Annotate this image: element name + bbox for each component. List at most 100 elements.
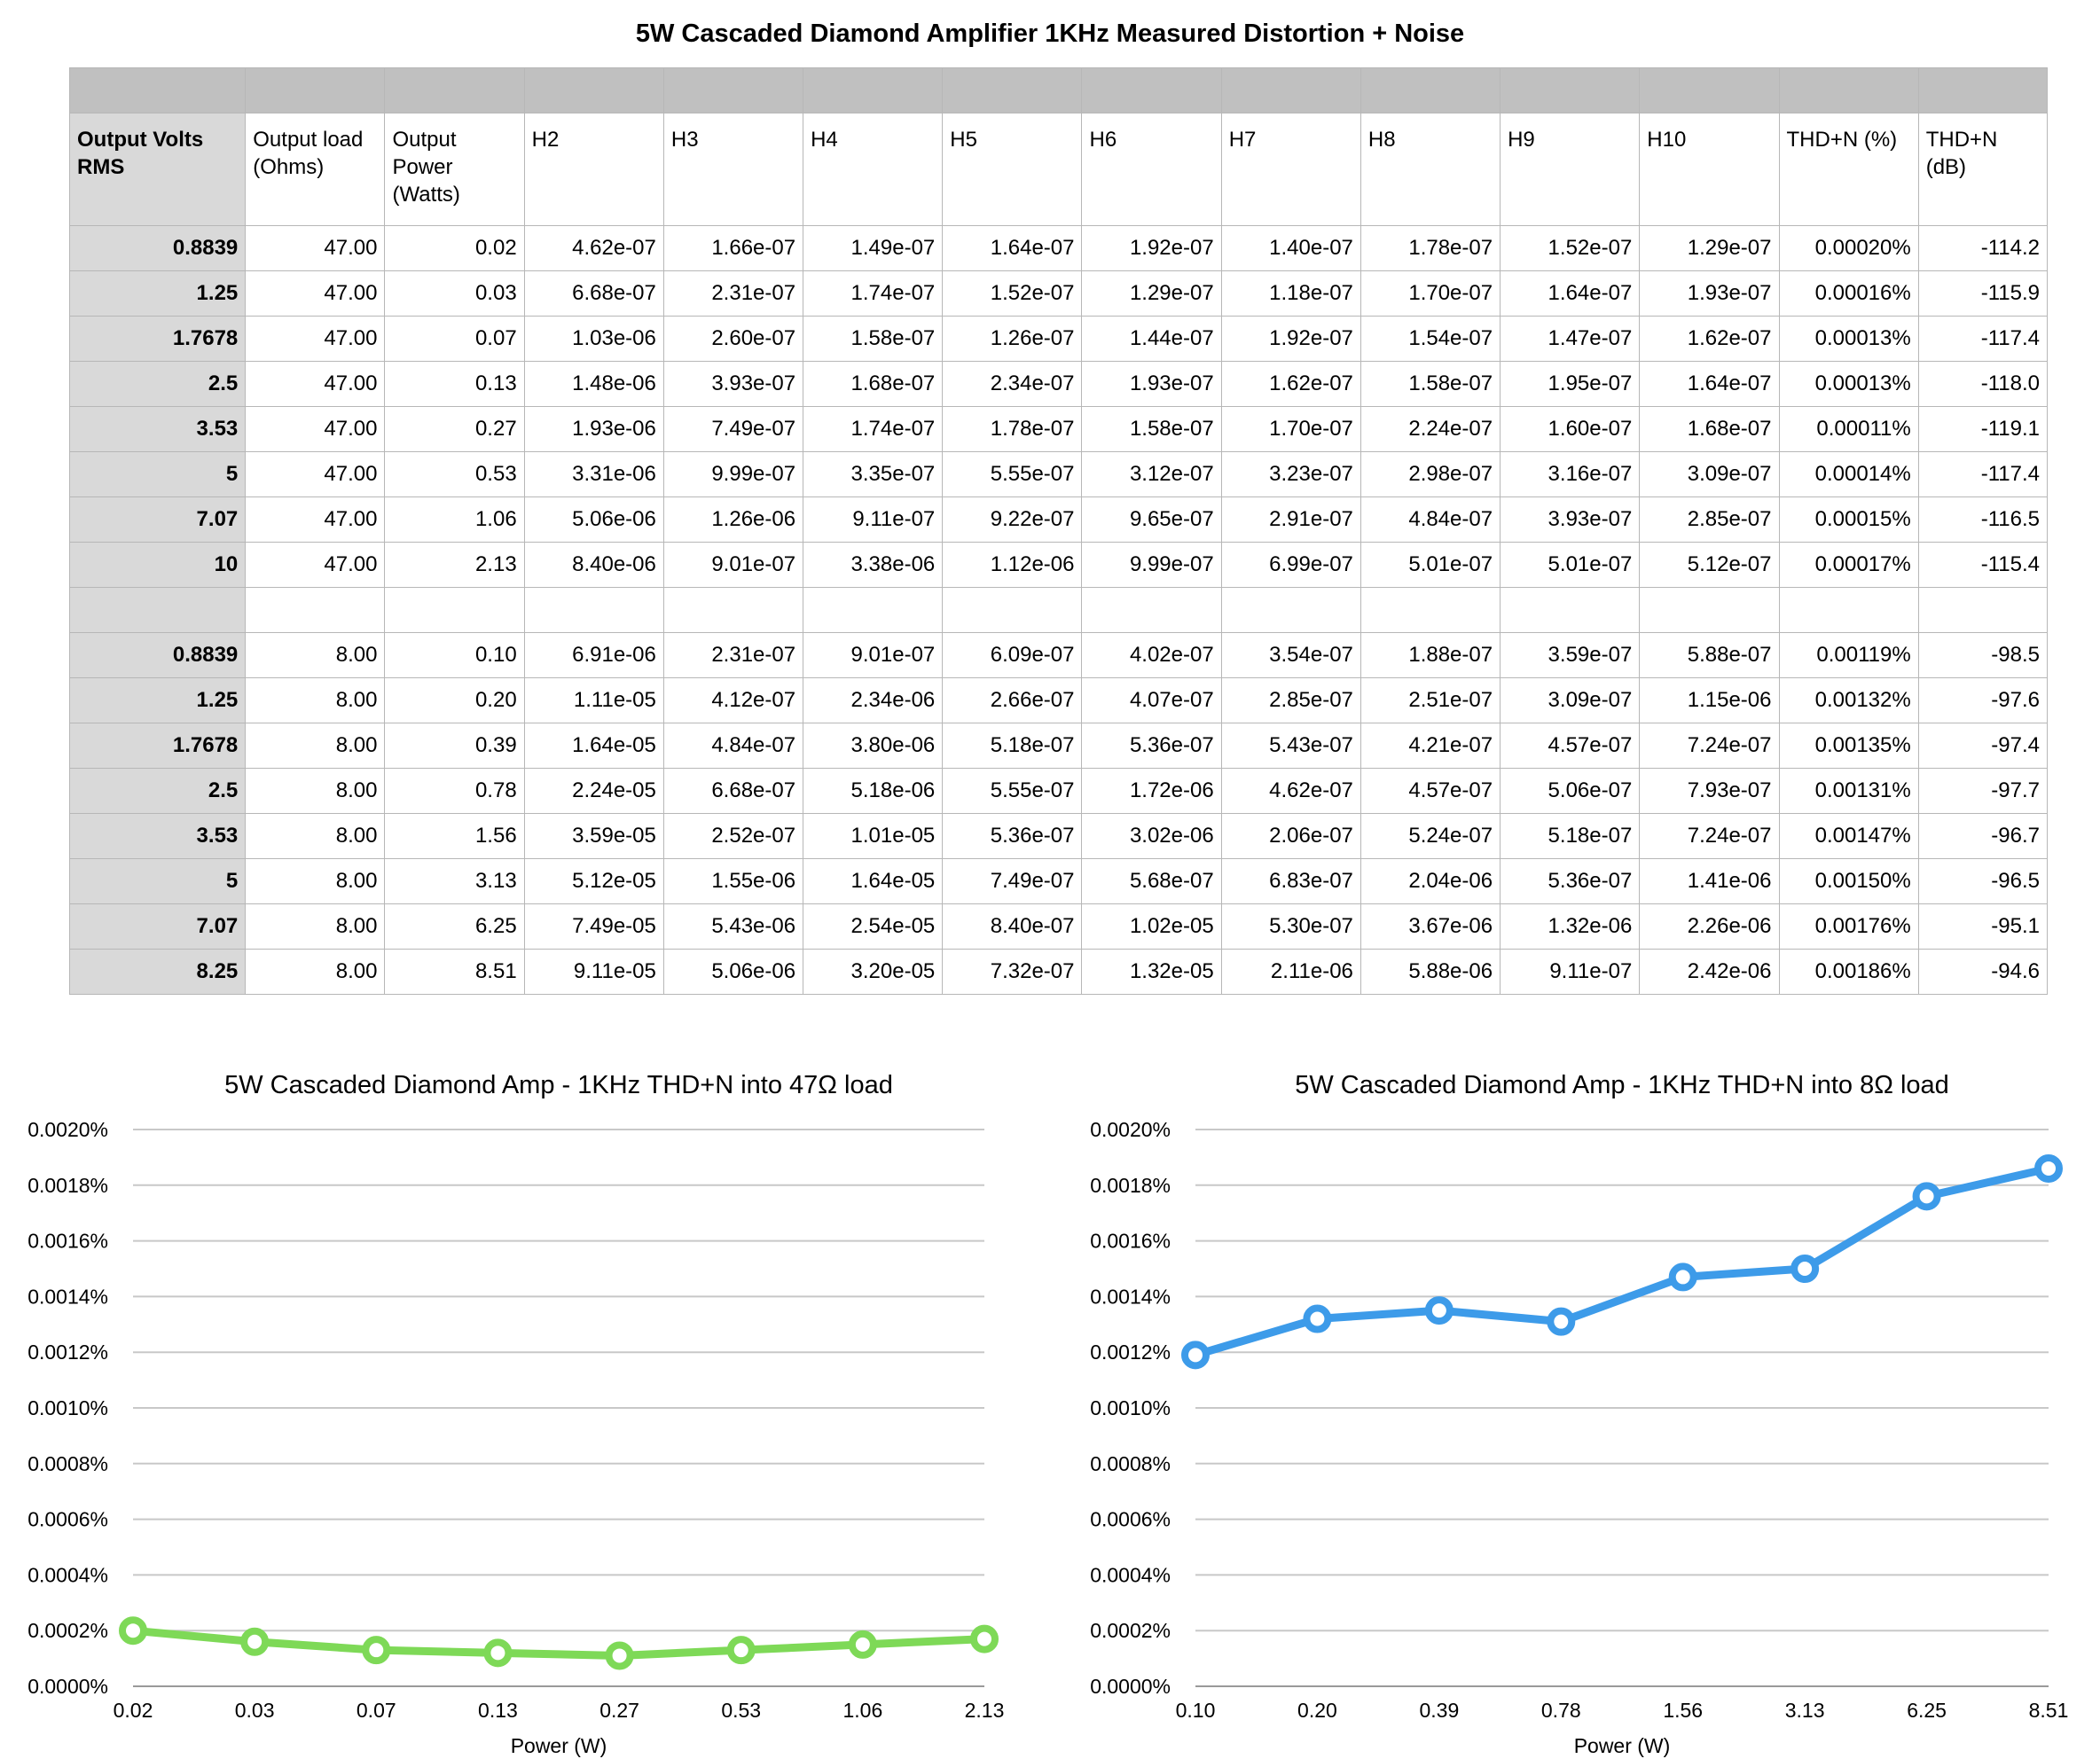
table-cell: 1.92e-07 — [1220, 316, 1361, 362]
table-cell: 5.68e-07 — [1081, 858, 1222, 904]
table-cell: -97.4 — [1917, 723, 2049, 769]
table-cell: -96.7 — [1917, 813, 2049, 859]
table-cell: 8.40e-06 — [523, 542, 664, 588]
table-cell: 3.93e-07 — [1500, 496, 1641, 543]
x-tick-label: 0.13 — [478, 1699, 518, 1722]
table-cell: 5.24e-07 — [1360, 813, 1501, 859]
row-label: 5 — [68, 858, 247, 904]
data-point — [1424, 1296, 1454, 1325]
y-tick-label: 0.0014% — [1090, 1285, 1171, 1308]
y-tick-label: 0.0002% — [1090, 1619, 1171, 1642]
column-header: H9 — [1500, 113, 1641, 226]
table-cell: -115.4 — [1917, 542, 2049, 588]
table-cell: 6.91e-06 — [523, 632, 664, 678]
table-cell: 7.24e-07 — [1639, 723, 1780, 769]
table-cell: 4.84e-07 — [1360, 496, 1501, 543]
table-cell: 5.55e-07 — [942, 451, 1083, 497]
table-cell: 1.12e-06 — [942, 542, 1083, 588]
table-cell: 2.54e-05 — [803, 903, 944, 950]
table-row: 5 8.00 3.13 5.12e-05 1.55e-06 1.64e-05 7.49e-0… — [68, 858, 2049, 904]
spacer-cell — [1360, 587, 1501, 633]
table-cell: 1.72e-06 — [1081, 768, 1222, 814]
table-cell: 9.22e-07 — [942, 496, 1083, 543]
column-header: H6 — [1081, 113, 1222, 226]
table-cell: 0.20 — [384, 677, 525, 723]
x-tick-label: 0.03 — [235, 1699, 275, 1722]
table-cell: 5.18e-07 — [942, 723, 1083, 769]
table-cell: 1.32e-05 — [1081, 949, 1222, 995]
table-cell: 9.65e-07 — [1081, 496, 1222, 543]
table-cell: 4.62e-07 — [1220, 768, 1361, 814]
table-cell: 2.26e-06 — [1639, 903, 1780, 950]
table-cell: 2.91e-07 — [1220, 496, 1361, 543]
table-cell: 1.32e-06 — [1500, 903, 1641, 950]
table-cell: 2.24e-05 — [523, 768, 664, 814]
table-cell: 6.83e-07 — [1220, 858, 1361, 904]
table-cell: 47.00 — [245, 225, 386, 271]
table-header-row: Output Volts RMS Output load (Ohms) Output… — [68, 113, 2049, 226]
table-cell: 5.36e-07 — [942, 813, 1083, 859]
table-cell: 0.00132% — [1778, 677, 1919, 723]
table-row: 8.25 8.00 8.51 9.11e-05 5.06e-06 3.20e-05 7.32… — [68, 949, 2049, 995]
x-tick-label: 0.20 — [1297, 1699, 1337, 1722]
x-tick-label: 0.10 — [1176, 1699, 1216, 1722]
table-cell: 2.98e-07 — [1360, 451, 1501, 497]
data-point — [1668, 1263, 1697, 1292]
table-row: 10 47.00 2.13 8.40e-06 9.01e-07 3.38e-06 1.12e… — [68, 542, 2049, 588]
table-cell: 1.62e-07 — [1639, 316, 1780, 362]
table-cell: 3.16e-07 — [1500, 451, 1641, 497]
table-row: 3.53 8.00 1.56 3.59e-05 2.52e-07 1.01e-05 5.36… — [68, 813, 2049, 859]
y-tick-label: 0.0020% — [27, 1118, 108, 1141]
row-label: 2.5 — [68, 768, 247, 814]
data-point — [483, 1638, 513, 1668]
spacer-cell — [68, 587, 247, 633]
spacer-cell — [662, 587, 804, 633]
table-cell: 1.44e-07 — [1081, 316, 1222, 362]
table-cell: 5.18e-07 — [1500, 813, 1641, 859]
column-header: Output Volts RMS — [68, 113, 247, 226]
data-point — [848, 1630, 877, 1659]
chart-8-ohm: 5W Cascaded Diamond Amp - 1KHz THD+N int… — [1090, 1071, 2068, 1757]
table-cell: 6.68e-07 — [523, 270, 664, 317]
table-cell: -114.2 — [1917, 225, 2049, 271]
table-cell: 0.00119% — [1778, 632, 1919, 678]
y-tick-label: 0.0012% — [1090, 1341, 1171, 1364]
data-point — [726, 1636, 756, 1665]
table-cell: 4.21e-07 — [1360, 723, 1501, 769]
column-header: H7 — [1220, 113, 1361, 226]
table-cell: 1.11e-05 — [523, 677, 664, 723]
table-cell: 1.15e-06 — [1639, 677, 1780, 723]
chart-title: 5W Cascaded Diamond Amp - 1KHz THD+N int… — [224, 1071, 893, 1099]
table-cell: 5.43e-06 — [662, 903, 804, 950]
table-cell: 2.42e-06 — [1639, 949, 1780, 995]
page-title: 5W Cascaded Diamond Amplifier 1KHz Measu… — [635, 20, 1465, 48]
table-cell: 2.34e-07 — [942, 361, 1083, 407]
table-cell: 0.07 — [384, 316, 525, 362]
x-tick-label: 1.56 — [1663, 1699, 1703, 1722]
table-cell: 1.95e-07 — [1500, 361, 1641, 407]
x-tick-label: 2.13 — [965, 1699, 1005, 1722]
table-cell: 8.00 — [245, 677, 386, 723]
column-header: Output Power (Watts) — [384, 113, 525, 226]
table-cell: 8.00 — [245, 768, 386, 814]
table-cell: 6.99e-07 — [1220, 542, 1361, 588]
table-cell: 3.35e-07 — [803, 451, 944, 497]
table-cell: 47.00 — [245, 542, 386, 588]
y-tick-label: 0.0010% — [1090, 1396, 1171, 1419]
top-bar-cell — [1360, 67, 1501, 113]
table-cell: 4.12e-07 — [662, 677, 804, 723]
spacer-cell — [803, 587, 944, 633]
table-cell: 1.88e-07 — [1360, 632, 1501, 678]
y-tick-label: 0.0018% — [1090, 1174, 1171, 1197]
table-cell: 1.26e-06 — [662, 496, 804, 543]
table-cell: 1.58e-07 — [803, 316, 944, 362]
table-cell: 1.01e-05 — [803, 813, 944, 859]
table-cell: 5.36e-07 — [1500, 858, 1641, 904]
x-axis-label: Power (W) — [511, 1734, 607, 1757]
table-cell: 1.64e-07 — [942, 225, 1083, 271]
data-point — [970, 1624, 999, 1653]
table-cell: -97.6 — [1917, 677, 2049, 723]
table-cell: 0.00131% — [1778, 768, 1919, 814]
table-cell: 1.68e-07 — [1639, 406, 1780, 452]
table-cell: 0.27 — [384, 406, 525, 452]
